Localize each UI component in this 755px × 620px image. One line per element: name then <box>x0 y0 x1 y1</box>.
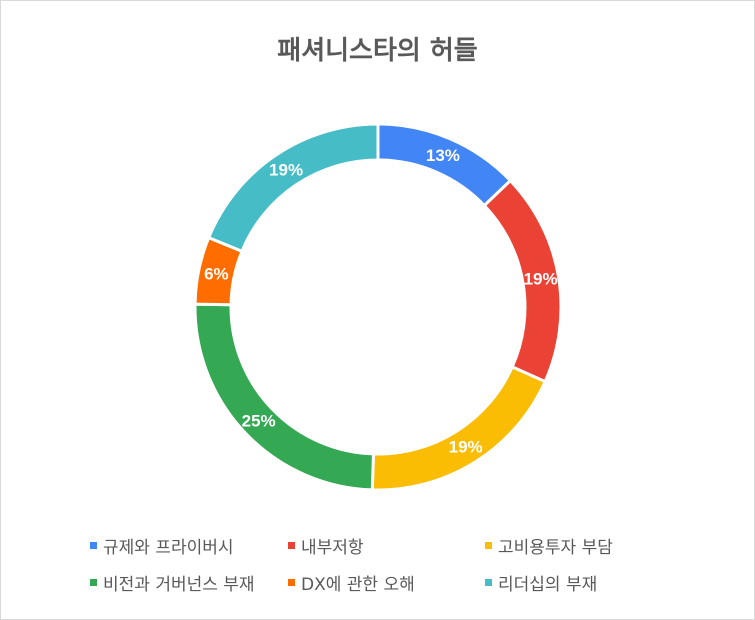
slice-value-label: 19% <box>524 269 558 288</box>
legend-swatch <box>485 578 492 586</box>
legend-label: 고비용투자 부담 <box>498 537 613 558</box>
slice-value-label: 6% <box>204 264 229 283</box>
legend-label: 내부저항 <box>301 537 364 558</box>
legend-label: DX에 관한 오해 <box>301 574 415 595</box>
legend-swatch <box>288 578 295 586</box>
donut-slice-비전과-거버넌스-부재[interactable] <box>193 302 375 492</box>
legend-swatch <box>485 541 492 549</box>
legend-item-내부저항[interactable]: 내부저항 <box>288 533 364 558</box>
legend-label: 비전과 거버넌스 부재 <box>103 574 255 595</box>
chart-title: 패셔니스타의 허들 <box>277 36 478 66</box>
legend-item-비전과-거버넌스-부재[interactable]: 비전과 거버넌스 부재 <box>90 570 255 595</box>
legend-label: 리더십의 부재 <box>498 574 598 595</box>
legend-item-리더십의-부재[interactable]: 리더십의 부재 <box>485 570 598 595</box>
legend-item-고비용투자-부담[interactable]: 고비용투자 부담 <box>485 533 613 558</box>
legend-item-dx에-관한-오해[interactable]: DX에 관한 오해 <box>288 570 415 595</box>
legend-swatch <box>90 578 97 586</box>
slice-value-label: 13% <box>426 146 460 165</box>
donut-slice-리더십의-부재[interactable] <box>206 122 380 254</box>
slice-value-label: 19% <box>449 437 483 456</box>
slice-value-label: 19% <box>269 160 303 179</box>
legend-swatch <box>90 541 97 549</box>
legend-item-규제와-프라이버시[interactable]: 규제와 프라이버시 <box>90 533 234 558</box>
slice-value-label: 25% <box>242 411 276 430</box>
legend-swatch <box>288 541 295 549</box>
legend-label: 규제와 프라이버시 <box>103 537 234 558</box>
donut-slice-고비용투자-부담[interactable] <box>370 364 548 492</box>
